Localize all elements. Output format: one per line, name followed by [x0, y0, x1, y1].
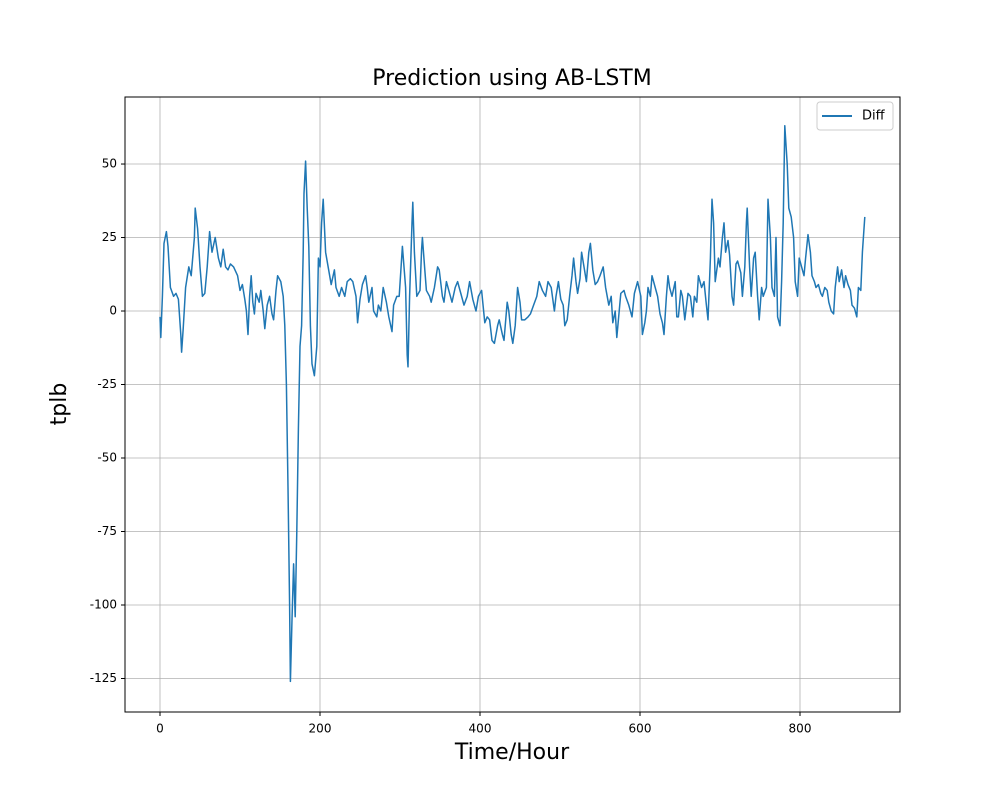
x-tick-label: 400	[469, 722, 492, 736]
x-tick-label: 200	[309, 722, 332, 736]
y-tick-label: -75	[97, 524, 117, 538]
legend-box	[816, 101, 894, 131]
y-tick-label: 50	[102, 157, 117, 171]
legend-label: Diff	[862, 109, 886, 124]
y-tick-label: -25	[97, 377, 117, 391]
y-axis-label: tplb	[47, 383, 72, 426]
x-axis-label: Time/Hour	[454, 740, 570, 765]
chart-title: Prediction using AB-LSTM	[372, 66, 651, 91]
y-tick-label: -100	[90, 597, 117, 611]
x-tick-label: 800	[789, 722, 812, 736]
data-line	[159, 125, 866, 683]
x-tick-label: 0	[156, 722, 164, 736]
y-tick-label: -50	[97, 451, 117, 465]
plot-frame	[124, 96, 901, 713]
y-tick-label: 0	[109, 304, 117, 318]
y-tick-label: 25	[102, 230, 117, 244]
y-tick-label: -125	[90, 671, 117, 685]
x-tick-label: 600	[629, 722, 652, 736]
